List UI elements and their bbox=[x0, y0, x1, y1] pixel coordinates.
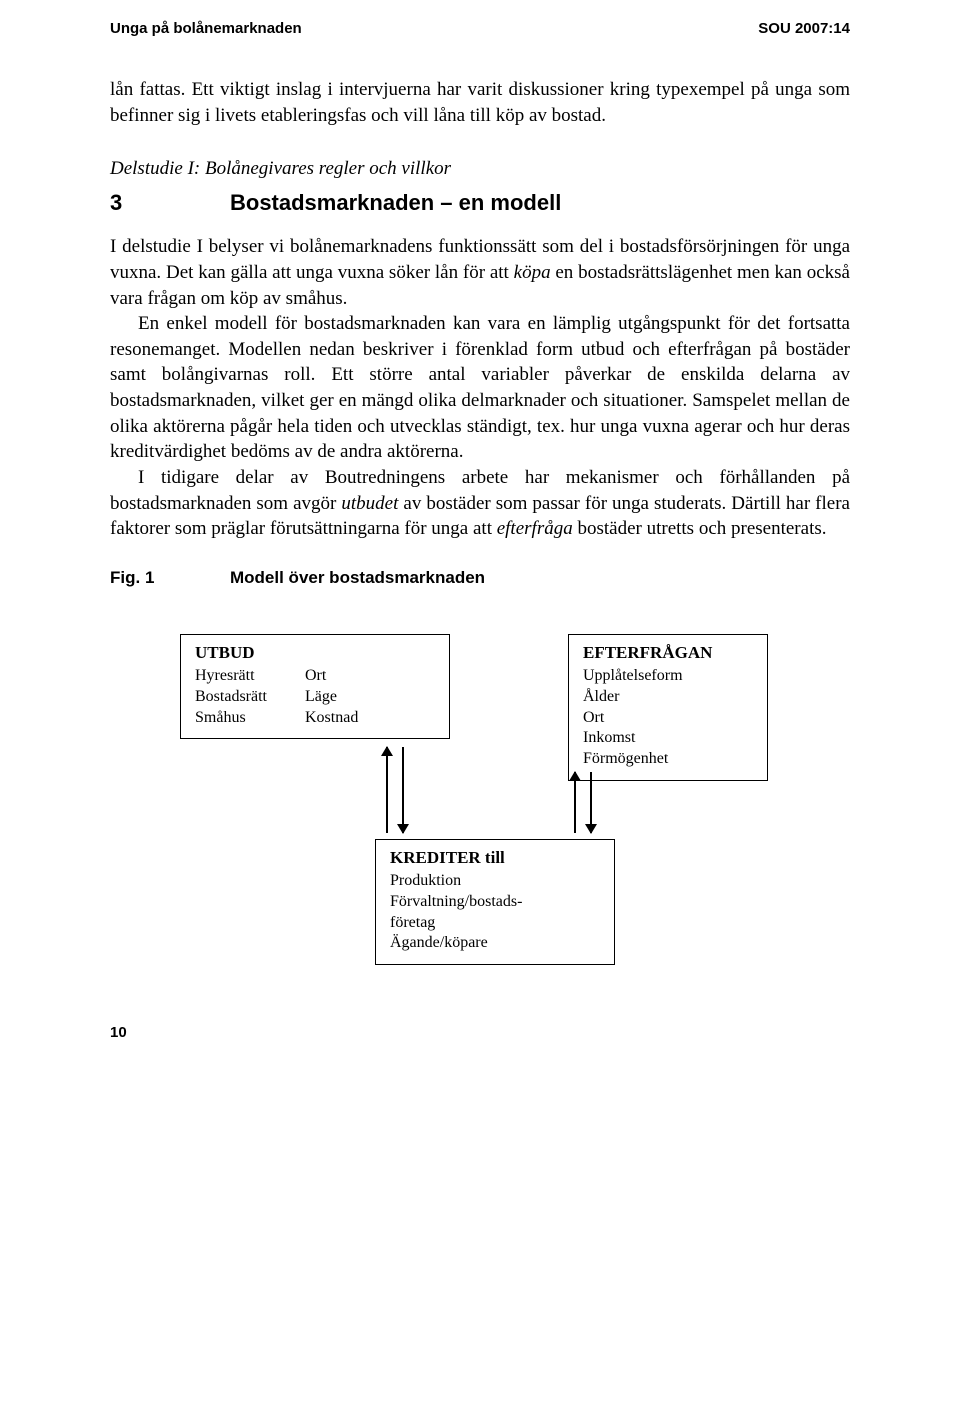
header-right: SOU 2007:14 bbox=[758, 20, 850, 37]
figure-label: Fig. 1 bbox=[110, 568, 230, 588]
efterfragan-title: EFTERFRÅGAN bbox=[583, 643, 753, 663]
delstudie-heading: Delstudie I: Bolånegivares regler och vi… bbox=[110, 158, 850, 180]
body-p3: I tidigare delar av Boutredningens arbet… bbox=[110, 465, 850, 542]
arrow-icon bbox=[386, 747, 388, 833]
box-utbud: UTBUD Hyresrätt Bostadsrätt Småhus Ort L… bbox=[180, 634, 450, 739]
page-header: Unga på bolånemarknaden SOU 2007:14 bbox=[110, 20, 850, 37]
header-left: Unga på bolånemarknaden bbox=[110, 20, 302, 37]
intro-paragraph: lån fattas. Ett viktigt inslag i intervj… bbox=[110, 77, 850, 128]
page-number: 10 bbox=[110, 1024, 850, 1041]
figure-title: Modell över bostadsmarknaden bbox=[230, 568, 485, 588]
diagram: UTBUD Hyresrätt Bostadsrätt Småhus Ort L… bbox=[110, 634, 850, 994]
section-number: 3 bbox=[110, 190, 230, 216]
body-text: I delstudie I belyser vi bolånemarknaden… bbox=[110, 234, 850, 542]
utbud-title: UTBUD bbox=[195, 643, 435, 663]
body-p1: I delstudie I belyser vi bolånemarknaden… bbox=[110, 234, 850, 311]
figure-heading: Fig. 1 Modell över bostadsmarknaden bbox=[110, 568, 850, 588]
arrow-icon bbox=[574, 772, 576, 833]
box-krediter: KREDITER till Produktion Förvaltning/bos… bbox=[375, 839, 615, 965]
body-p2: En enkel modell för bostadsmarknaden kan… bbox=[110, 311, 850, 465]
krediter-title: KREDITER till bbox=[390, 848, 600, 868]
section-title: Bostadsmarknaden – en modell bbox=[230, 190, 561, 216]
section-heading: 3 Bostadsmarknaden – en modell bbox=[110, 190, 850, 216]
box-efterfragan: EFTERFRÅGAN Upplåtelseform Ålder Ort Ink… bbox=[568, 634, 768, 781]
arrow-icon bbox=[402, 747, 404, 833]
arrow-icon bbox=[590, 772, 592, 833]
page: Unga på bolånemarknaden SOU 2007:14 lån … bbox=[0, 0, 960, 1081]
